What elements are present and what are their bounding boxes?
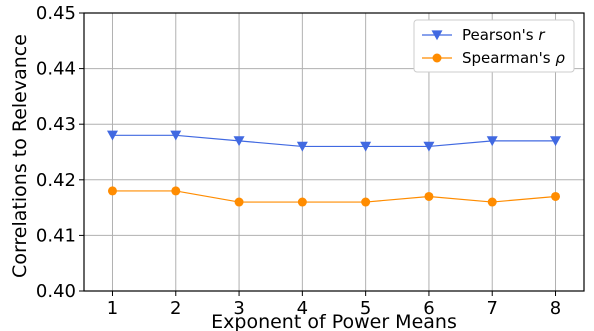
data-point-pearson [170, 130, 182, 141]
data-point-spearman [107, 186, 117, 196]
legend-item-spearman: Spearman's ρ [422, 49, 565, 67]
legend-label-text: Pearson's [462, 26, 538, 44]
legend-marker-pearson [431, 30, 443, 41]
data-point-spearman [361, 197, 371, 207]
x-tick-label: 3 [233, 298, 244, 319]
y-tick-label: 0.45 [36, 3, 76, 24]
series-line-pearson [112, 134, 556, 148]
data-point-spearman [487, 197, 497, 207]
axis-ticks: 1 2 3 4 5 6 7 8 0.40 0.41 0.42 0.43 0.44 0.45 [36, 3, 561, 319]
data-point-spearman [297, 197, 307, 207]
data-point-spearman [171, 186, 181, 196]
data-point-pearson [550, 136, 562, 147]
data-point-spearman [424, 191, 434, 201]
legend-item-pearson: Pearson's r [422, 26, 545, 44]
y-tick-label: 0.43 [36, 114, 76, 135]
x-tick-label: 5 [360, 298, 371, 319]
legend: Pearson's r Spearman's ρ [413, 19, 575, 73]
data-point-pearson [296, 141, 308, 152]
data-point-pearson [423, 141, 435, 152]
legend-label-spearman: Spearman's ρ [462, 49, 565, 67]
data-point-spearman [234, 197, 244, 207]
x-tick-label: 8 [550, 298, 561, 319]
x-axis-label: Exponent of Power Means [211, 311, 457, 331]
plot-frame [83, 12, 585, 292]
x-tick-label: 1 [107, 298, 118, 319]
series-pearson [106, 130, 562, 152]
legend-label-symbol: r [538, 26, 545, 44]
y-tick-label: 0.40 [36, 281, 76, 302]
legend-box [413, 19, 575, 73]
y-tick-label: 0.41 [36, 225, 76, 246]
x-tick-label: 7 [487, 298, 498, 319]
data-point-pearson [233, 136, 245, 147]
data-point-spearman [551, 191, 561, 201]
legend-label-text: Spearman's [462, 49, 555, 67]
x-tick-label: 4 [297, 298, 308, 319]
series-line-spearman [112, 190, 556, 203]
y-axis-label: Correlations to Relevance [9, 34, 31, 278]
data-point-pearson [106, 130, 118, 141]
x-tick-label: 2 [170, 298, 181, 319]
series-spearman [107, 186, 561, 207]
legend-label-pearson: Pearson's r [462, 26, 545, 44]
y-tick-label: 0.42 [36, 170, 76, 191]
x-tick-label: 6 [423, 298, 434, 319]
legend-marker-spearman [432, 53, 442, 63]
data-point-pearson [486, 136, 498, 147]
data-point-pearson [360, 141, 372, 152]
series-layer [106, 130, 562, 207]
legend-label-symbol: ρ [555, 49, 565, 67]
y-tick-label: 0.44 [36, 59, 76, 80]
